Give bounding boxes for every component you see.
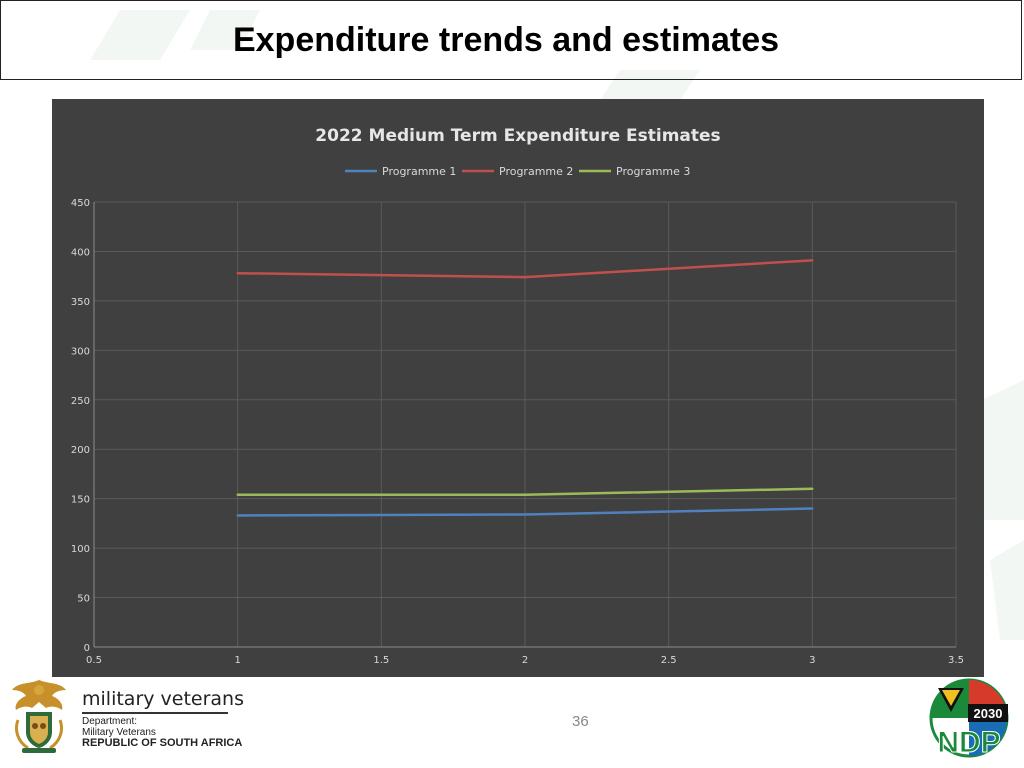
x-tick-label: 1.5	[373, 655, 389, 666]
org-name: military veterans	[82, 688, 245, 710]
legend-label-2: Programme 2	[499, 165, 573, 178]
x-tick-label: 3	[809, 655, 815, 666]
coat-of-arms-logo	[12, 680, 66, 753]
slide-title: Expenditure trends and estimates	[232, 20, 780, 59]
page-number: 36	[572, 713, 589, 730]
data-point	[811, 259, 814, 262]
y-tick-label: 450	[71, 198, 90, 209]
y-tick-label: 100	[71, 544, 90, 555]
y-tick-label: 400	[71, 247, 90, 258]
ndp-text: NDP	[937, 726, 1000, 758]
ndp-year: 2030	[974, 706, 1003, 721]
data-point	[811, 507, 814, 510]
data-point	[523, 493, 527, 496]
y-tick-label: 300	[71, 346, 90, 357]
ndp-2030-logo: 2030 NDP	[929, 678, 1009, 758]
dept-line3: REPUBLIC OF SOUTH AFRICA	[82, 737, 243, 749]
x-tick-label: 2	[522, 655, 528, 666]
data-point	[523, 513, 527, 516]
data-point	[236, 493, 239, 496]
x-tick-label: 1	[234, 655, 240, 666]
legend-label-1: Programme 1	[382, 165, 456, 178]
chart-title: 2022 Medium Term Expenditure Estimates	[315, 126, 720, 146]
org-underline	[82, 712, 228, 714]
chart-panel: 2022 Medium Term Expenditure Estimates 0 5…	[52, 99, 984, 677]
dept-line2: Military Veterans	[82, 727, 156, 738]
line-chart: 2022 Medium Term Expenditure Estimates 0 5…	[71, 126, 964, 666]
x-tick-label: 0.5	[86, 655, 102, 666]
y-tick-label: 50	[77, 594, 90, 605]
data-point	[523, 275, 527, 279]
data-point	[811, 487, 814, 490]
x-tick-label: 2.5	[661, 655, 677, 666]
y-tick-label: 350	[71, 297, 90, 308]
data-point	[236, 272, 239, 275]
x-tick-label: 3.5	[948, 655, 964, 666]
department-text: Department: Military Veterans REPUBLIC O…	[82, 716, 242, 749]
y-tick-label: 250	[71, 396, 90, 407]
y-tick-label: 0	[84, 643, 90, 654]
y-tick-label: 200	[71, 445, 90, 456]
title-box: Expenditure trends and estimates	[0, 0, 1022, 80]
dept-line1: Department:	[82, 716, 138, 727]
data-point	[236, 514, 239, 517]
y-tick-label: 150	[71, 495, 90, 506]
legend-label-3: Programme 3	[616, 165, 690, 178]
